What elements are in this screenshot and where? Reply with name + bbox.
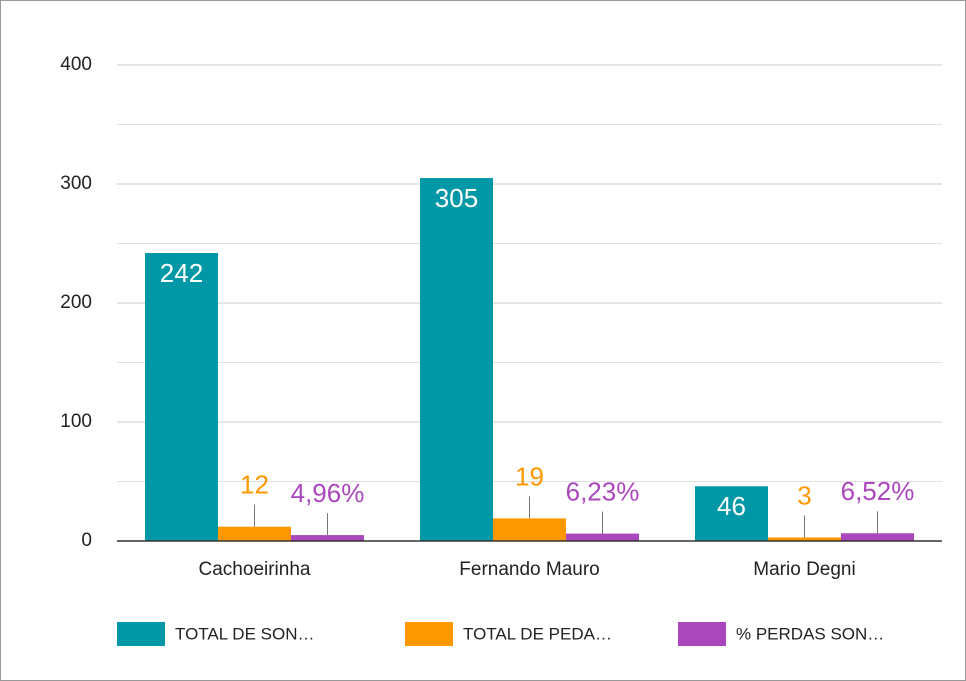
bar <box>841 533 914 541</box>
y-tick-label: 400 <box>60 54 92 75</box>
bar <box>145 253 218 541</box>
value-label: 305 <box>435 183 478 213</box>
x-tick-label: Mario Degni <box>753 559 855 580</box>
y-tick-label: 300 <box>60 173 92 194</box>
value-label: 242 <box>160 258 203 288</box>
legend-label: TOTAL DE PEDA… <box>463 624 612 643</box>
value-label: 6,23% <box>566 476 640 506</box>
y-tick-label: 100 <box>60 411 92 432</box>
x-tick-label: Cachoeirinha <box>199 559 311 580</box>
legend-swatch <box>405 622 453 646</box>
bar <box>291 535 364 541</box>
value-label: 19 <box>515 461 544 491</box>
value-label: 6,52% <box>841 476 915 506</box>
bar <box>493 518 566 541</box>
value-label: 3 <box>797 480 811 510</box>
y-tick-label: 0 <box>81 530 92 551</box>
bar <box>420 178 493 542</box>
legend-label: % PERDAS SON… <box>736 624 884 643</box>
value-label: 46 <box>717 491 746 521</box>
y-tick-label: 200 <box>60 292 92 313</box>
legend-label: TOTAL DE SON… <box>175 624 315 643</box>
x-tick-label: Fernando Mauro <box>459 559 599 580</box>
bar <box>566 533 639 541</box>
value-label: 12 <box>240 470 269 500</box>
bar <box>768 537 841 541</box>
bar <box>218 526 291 541</box>
legend-swatch <box>678 622 726 646</box>
value-label: 4,96% <box>291 478 365 508</box>
legend-swatch <box>117 622 165 646</box>
bar <box>695 486 768 541</box>
